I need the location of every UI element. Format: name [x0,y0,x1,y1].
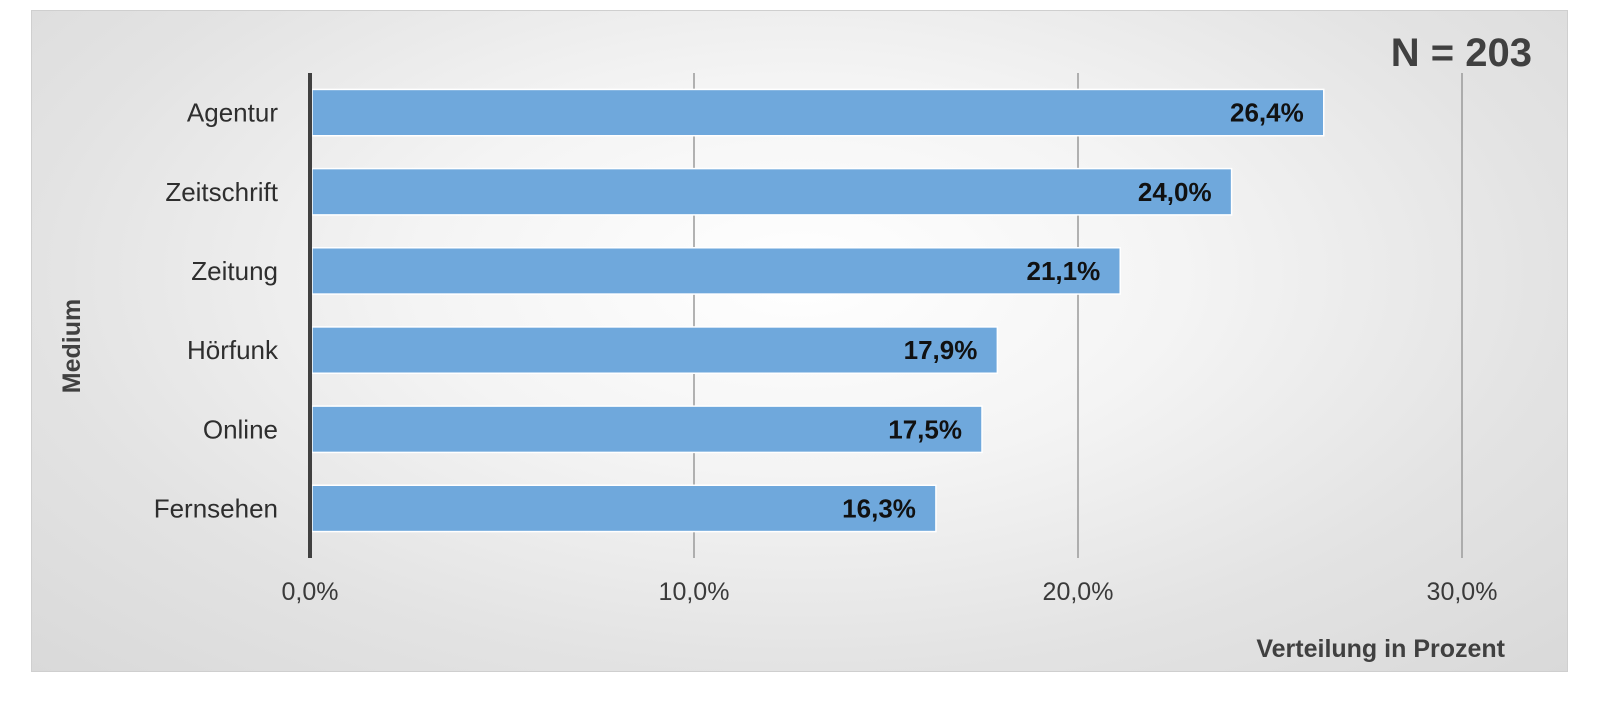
y-axis-title: Medium [58,299,86,393]
x-tick-label: 20,0% [1043,578,1114,606]
data-label: 16,3% [842,493,916,523]
bar [311,326,999,374]
labels: 0,0% 10,0% 20,0% 30,0% Agentur 26,4% Zeitschri… [154,98,1498,606]
category-label: Online [203,414,278,444]
category-label: Agentur [187,98,278,128]
bar [311,167,1233,216]
category-label: Hörfunk [187,335,279,365]
gridlines [693,73,1463,558]
sample-size-annotation: N = 203 [1391,31,1532,75]
bars [311,88,1325,533]
bar [311,405,983,454]
data-label: 17,5% [888,414,962,444]
bar [311,484,937,533]
data-label: 21,1% [1027,256,1101,286]
x-tick-label: 0,0% [282,578,339,606]
bar-chart: 0,0% 10,0% 20,0% 30,0% Agentur 26,4% Zeitschri… [58,31,1532,663]
category-label: Fernsehen [154,493,278,523]
x-tick-label: 10,0% [659,578,730,606]
x-axis-title: Verteilung in Prozent [1256,635,1505,663]
data-label: 17,9% [904,335,978,365]
category-label: Zeitung [191,256,278,286]
bar [311,247,1121,295]
x-tick-label: 30,0% [1427,578,1498,606]
data-label: 24,0% [1138,177,1212,207]
category-label: Zeitschrift [165,177,278,207]
chart-panel: 0,0% 10,0% 20,0% 30,0% Agentur 26,4% Zeitschri… [31,10,1568,672]
bar [311,88,1325,137]
data-label: 26,4% [1230,98,1304,128]
